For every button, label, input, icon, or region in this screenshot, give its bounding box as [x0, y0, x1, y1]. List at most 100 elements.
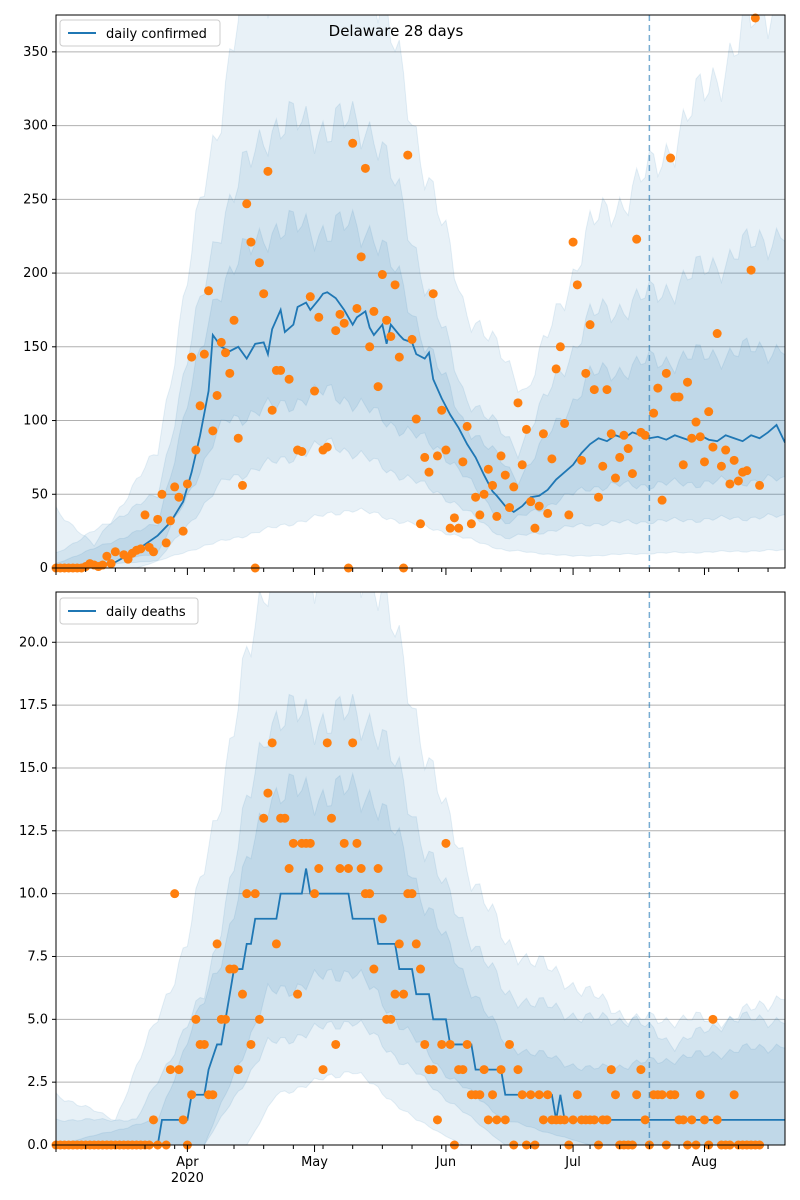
data-point [564, 510, 574, 520]
data-point [610, 1090, 620, 1100]
y-tick-label: 0 [40, 561, 48, 576]
data-point [543, 1090, 553, 1100]
data-point [441, 838, 451, 848]
data-point [543, 508, 553, 518]
data-point [411, 939, 421, 949]
data-point [373, 382, 383, 392]
chart-title: Delaware 28 days [329, 22, 464, 40]
data-point [526, 497, 536, 507]
plot-area [56, 15, 785, 568]
data-point [708, 1014, 718, 1024]
data-point [288, 838, 298, 848]
data-point [360, 163, 370, 173]
y-tick-label: 7.5 [27, 949, 48, 964]
data-point [331, 1039, 341, 1049]
data-point [178, 526, 188, 536]
data-point [653, 383, 663, 393]
data-point [602, 1115, 612, 1125]
data-point [148, 1115, 158, 1125]
data-point [233, 1065, 243, 1075]
data-point [674, 392, 684, 402]
data-point [517, 1090, 527, 1100]
data-point [407, 889, 417, 899]
data-point [462, 1039, 472, 1049]
data-point [170, 482, 180, 492]
data-point [386, 1014, 396, 1024]
data-point [725, 479, 735, 489]
data-point [606, 1065, 616, 1075]
data-point [165, 516, 175, 526]
data-point [581, 368, 591, 378]
data-point [445, 1039, 455, 1049]
y-tick-label: 12.5 [19, 824, 48, 839]
data-point [420, 452, 430, 462]
data-point [237, 989, 247, 999]
data-point [394, 939, 404, 949]
data-point [492, 1115, 502, 1125]
data-point [343, 864, 353, 873]
confirmed-panel: 0 50 100 150 200 250 300 350 daily confirmed De… [23, 13, 786, 576]
confidence-band-mid [56, 693, 785, 1145]
data-point [416, 519, 425, 529]
data-point [161, 538, 171, 548]
data-point [521, 424, 531, 434]
data-point [750, 13, 760, 23]
legend-label: daily deaths [106, 605, 186, 620]
data-point [352, 303, 362, 313]
data-point [305, 292, 315, 302]
data-point [153, 514, 163, 524]
data-point [352, 838, 362, 848]
data-point [335, 864, 345, 873]
data-point [640, 1115, 650, 1125]
data-point [475, 1090, 485, 1100]
data-point [691, 417, 701, 427]
data-point [348, 738, 358, 748]
confidence-band-outer [56, 15, 785, 568]
y-tick-label: 10.0 [19, 887, 48, 902]
data-point [369, 964, 379, 974]
x-tick-label: Aug [692, 1155, 717, 1170]
data-point [462, 421, 472, 431]
data-point [191, 445, 201, 455]
series-line [56, 291, 785, 568]
data-point [424, 467, 434, 477]
data-point [589, 385, 599, 395]
data-point [534, 1090, 544, 1100]
data-point [110, 547, 120, 557]
data-point [585, 320, 595, 330]
data-point [708, 442, 718, 452]
data-point [492, 511, 502, 521]
data-point [636, 1065, 646, 1075]
data-point [411, 414, 421, 424]
data-point [322, 738, 332, 748]
data-point [488, 480, 498, 490]
data-point [382, 315, 392, 325]
data-point [445, 523, 455, 533]
data-point [560, 418, 570, 428]
x-tick-label-year: 2020 [171, 1171, 204, 1186]
data-point [187, 1090, 197, 1100]
y-tick-label: 5.0 [27, 1012, 48, 1027]
y-tick-label: 2.5 [27, 1075, 48, 1090]
data-point [420, 1039, 430, 1049]
y-tick-label: 150 [23, 340, 48, 355]
data-point [471, 492, 481, 502]
data-point [500, 470, 510, 480]
data-point [517, 460, 527, 470]
plot-frame [55, 14, 786, 569]
data-point [263, 166, 273, 176]
data-point [314, 864, 324, 873]
data-point [373, 864, 383, 873]
plot-area [56, 592, 785, 1145]
data-point [339, 318, 349, 328]
data-point [466, 519, 476, 529]
data-point [746, 265, 756, 275]
data-point [365, 342, 375, 352]
data-point [538, 1115, 548, 1125]
y-tick-label: 200 [23, 266, 48, 281]
data-point [475, 510, 485, 520]
data-point [534, 501, 544, 511]
data-point [441, 445, 451, 455]
x-tick-label: Jul [564, 1155, 581, 1170]
data-point [496, 451, 506, 461]
